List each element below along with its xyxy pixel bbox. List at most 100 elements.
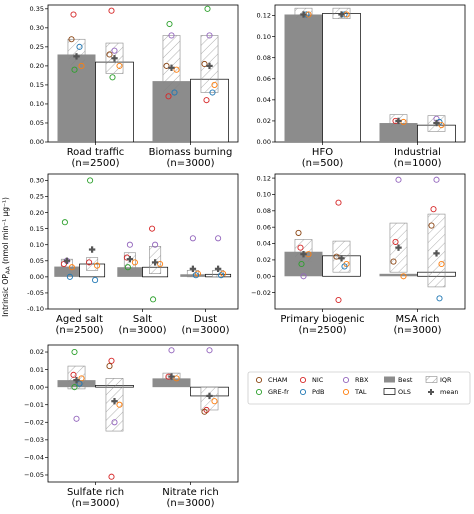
- mean-marker: [214, 265, 222, 273]
- station-point-pdb: [436, 295, 443, 302]
- station-point-tal: [157, 260, 164, 268]
- station-point-rbx: [73, 415, 80, 422]
- mean-marker: [300, 11, 307, 18]
- station-point-tal: [173, 375, 180, 382]
- station-point-tal: [438, 260, 445, 268]
- y-tick-label: 0.30: [30, 177, 44, 185]
- station-point-rbx: [168, 32, 175, 39]
- station-point-nic: [165, 93, 172, 100]
- mean-marker: [126, 255, 134, 263]
- mean-marker: [168, 64, 175, 71]
- legend-item-pdb: PdB: [299, 388, 325, 396]
- legend-frame: [247, 371, 471, 405]
- station-point-tal: [131, 259, 138, 266]
- y-tick-label: 0.05: [30, 257, 44, 265]
- y-tick-label: 0.02: [30, 348, 44, 356]
- station-point-tal: [116, 62, 123, 69]
- y-tick-label: −0.02: [24, 418, 44, 426]
- station-point-nic: [392, 238, 399, 245]
- y-tick-label: 0.10: [30, 100, 44, 108]
- iqr-best-box: [162, 35, 181, 93]
- station-point-nic: [108, 473, 115, 480]
- y-tick-label: −0.04: [24, 454, 44, 462]
- y-tick-label: 0.12: [257, 174, 271, 182]
- y-tick-label: 0.00: [30, 138, 44, 146]
- y-tick-label: 0.06: [257, 223, 271, 231]
- legend-item-rbx: RBX: [342, 376, 369, 384]
- y-tick-label: 0.25: [30, 43, 44, 51]
- plot-area: [284, 176, 456, 304]
- best-bar: [379, 273, 418, 277]
- y-tick-label: 0.15: [30, 225, 44, 233]
- station-point-nic: [149, 225, 156, 232]
- station-point-gre-fr: [109, 74, 116, 81]
- station-point-nic: [203, 97, 210, 104]
- station-point-pdb: [218, 272, 225, 279]
- y-tick-label: -0.10: [27, 305, 44, 313]
- y-tick-label: 0.35: [30, 5, 44, 13]
- station-point-gre-fr: [124, 264, 131, 271]
- category-count: (n=3000): [119, 325, 167, 336]
- station-point-gre-fr: [71, 348, 78, 356]
- station-point-pdb: [192, 272, 199, 279]
- category-label: Primary biogenic: [280, 314, 364, 325]
- legend-item-best: Best: [384, 376, 413, 384]
- panel-0: 0.00 0.05 0.10 0.15 0.20 0.25 0.30 0.35 Road tra…: [30, 4, 239, 169]
- station-point-tal: [116, 401, 123, 408]
- panels: 0.00 0.05 0.10 0.15 0.20 0.25 0.30 0.35 Road tra…: [24, 4, 466, 509]
- panel-2: -0.10 -0.05 0.00 0.05 0.10 0.15 0.20 0.25 0.30 Ag…: [27, 173, 239, 336]
- station-point-cham: [201, 60, 208, 68]
- station-point-rbx: [433, 176, 440, 183]
- panel-frame: [47, 4, 239, 143]
- mean-marker: [206, 62, 213, 70]
- y-tick-label: 0.02: [257, 117, 271, 125]
- legend-item-ols: OLS: [383, 388, 411, 396]
- station-point-rbx: [111, 47, 118, 54]
- legend-label: RBX: [355, 376, 369, 384]
- station-point-cham: [106, 363, 113, 370]
- station-point-nic: [335, 296, 342, 304]
- station-point-tal: [438, 122, 445, 129]
- station-point-nic: [430, 206, 437, 213]
- station-point-rbx: [215, 235, 222, 242]
- y-tick-label: 0.00: [30, 383, 44, 391]
- station-point-cham: [333, 253, 340, 260]
- y-tick-label: 0.12: [257, 12, 271, 20]
- y-tick-label: 0.10: [257, 191, 271, 199]
- station-point-cham: [106, 51, 113, 58]
- y-tick-label: 0.05: [30, 119, 44, 127]
- legend-item-gre-fr: GRE-fr: [255, 388, 289, 396]
- y-tick-label: 0.04: [257, 240, 271, 248]
- best-bar: [152, 378, 191, 388]
- station-point-pdb: [209, 89, 216, 96]
- plot-area: [284, 7, 456, 142]
- y-tick-label: 0.00: [257, 138, 271, 146]
- station-point-rbx: [168, 347, 175, 354]
- mean-marker: [111, 55, 118, 62]
- station-point-nic: [86, 259, 93, 266]
- legend-label: NIC: [312, 376, 324, 384]
- station-point-gre-fr: [87, 177, 94, 184]
- panel-frame: [47, 344, 239, 483]
- category-label: Industrial: [394, 147, 441, 158]
- mean-marker: [433, 119, 440, 127]
- station-point-rbx: [206, 32, 213, 39]
- y-tick-label: 0.10: [30, 241, 44, 249]
- y-tick-label: −0.03: [24, 436, 44, 444]
- panel-frame: [274, 4, 466, 143]
- y-axis-label-sub: AA: [6, 266, 12, 274]
- station-point-nic: [70, 11, 77, 18]
- station-point-cham: [68, 36, 75, 43]
- station-point-pdb: [76, 43, 83, 50]
- y-tick-label: −0.02: [251, 289, 271, 297]
- best-bar: [117, 267, 143, 277]
- station-point-pdb: [341, 263, 348, 270]
- station-point-nic: [70, 371, 77, 378]
- station-point-gre-fr: [71, 384, 78, 391]
- iqr-ols-box: [105, 378, 124, 432]
- y-tick-label: 0.08: [257, 207, 271, 215]
- mean-marker: [433, 250, 440, 257]
- station-point-nic: [108, 357, 115, 364]
- category-count: (n=3000): [72, 498, 120, 509]
- mean-marker: [395, 117, 402, 125]
